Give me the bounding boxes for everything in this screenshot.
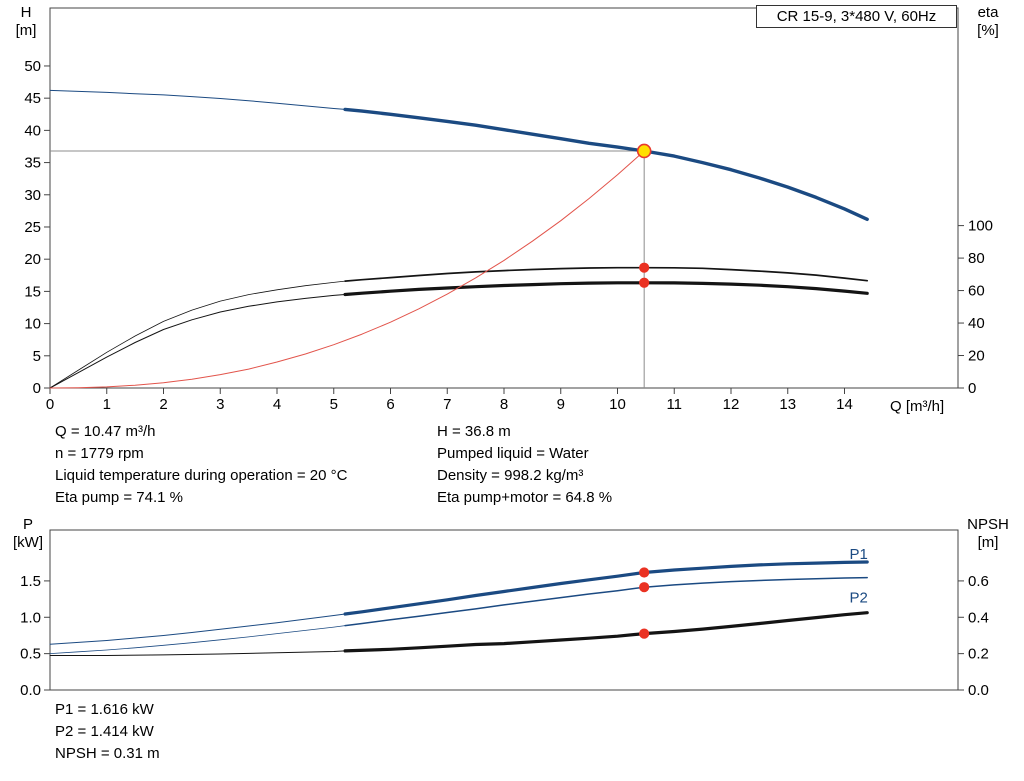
x-tick-label: 4 (273, 396, 281, 413)
eta-axis-title: eta [%] (966, 4, 1010, 40)
y-right-tick-label: 0.0 (968, 682, 989, 699)
x-tick-label: 6 (386, 396, 394, 413)
head-axis-title: H [m] (8, 4, 44, 40)
p1-marker (639, 567, 650, 578)
npsh-curve-lead (49, 650, 346, 656)
eta-pump-curve (344, 266, 869, 282)
x-tick-label: 5 (330, 396, 338, 413)
npsh-axis-title: NPSH [m] (960, 516, 1016, 552)
y-left-tick-label: 0 (33, 380, 41, 397)
y-right-tick-label: 80 (968, 250, 985, 267)
y-left-tick-label: 5 (33, 348, 41, 365)
p2-curve (344, 576, 868, 627)
plot-border (49, 529, 959, 691)
result-liquid-temperature: Liquid temperature during operation = 20… (55, 467, 348, 484)
eta-pump-marker (639, 262, 650, 273)
x-tick-label: 0 (46, 396, 54, 413)
head-axis-unit: [m] (15, 22, 37, 39)
x-tick-label: 12 (723, 396, 740, 413)
y-right-tick-label: 0 (968, 380, 976, 397)
y-left-tick-label: 50 (24, 58, 41, 75)
x-axis-title: Q [m³/h] (890, 398, 945, 415)
eta-axis-unit: [%] (977, 22, 999, 39)
result-eta-pump: Eta pump = 74.1 % (55, 489, 183, 506)
x-tick-label: 11 (666, 396, 682, 413)
npsh-axis-symbol: NPSH (967, 516, 1009, 533)
y-left-tick-label: 1.0 (20, 609, 41, 626)
eta-pump-motor-curve (343, 281, 869, 297)
x-tick-label: 1 (103, 396, 111, 413)
series-label-p1: P1 (850, 546, 868, 563)
duty-results-col1: Q = 10.47 m³/h n = 1779 rpm Liquid tempe… (55, 421, 347, 509)
result-p1: P1 = 1.616 kW (55, 701, 154, 718)
y-left-tick-label: 15 (24, 283, 41, 300)
y-left-tick-label: 0.5 (20, 646, 41, 663)
power-results: P1 = 1.616 kW P2 = 1.414 kW NPSH = 0.31 … (55, 699, 160, 765)
p2-marker (639, 582, 650, 593)
result-npsh: NPSH = 0.31 m (55, 745, 160, 762)
npsh-axis-unit: [m] (977, 534, 999, 551)
y-left-tick-label: 10 (24, 316, 41, 333)
y-left-tick-label: 20 (24, 251, 41, 268)
power-axis-unit: [kW] (13, 534, 43, 551)
y-left-tick-label: 45 (24, 90, 41, 107)
y-left-tick-label: 30 (24, 187, 41, 204)
result-density: Density = 998.2 kg/m³ (437, 467, 584, 484)
eta-pump-motor-marker (639, 277, 650, 288)
head-curve (343, 107, 869, 222)
y-right-tick-label: 60 (968, 283, 985, 300)
npsh-curve (343, 611, 869, 653)
x-tick-label: 3 (216, 396, 224, 413)
y-left-tick-label: 25 (24, 219, 41, 236)
y-right-tick-label: 20 (968, 348, 985, 365)
duty-results-col2: H = 36.8 m Pumped liquid = Water Density… (437, 421, 612, 509)
x-tick-label: 14 (836, 396, 853, 413)
result-pumped-liquid: Pumped liquid = Water (437, 445, 589, 462)
p1-curve-lead (49, 613, 346, 645)
eta-axis-symbol: eta (977, 4, 999, 21)
y-right-tick-label: 40 (968, 315, 985, 332)
npsh-marker (639, 628, 650, 639)
x-tick-label: 2 (159, 396, 167, 413)
y-right-tick-label: 100 (968, 218, 993, 235)
x-tick-label: 7 (443, 396, 451, 413)
eta-pump-curve-lead (49, 280, 346, 389)
series-label-p2: P2 (850, 590, 868, 607)
y-right-tick-label: 0.2 (968, 646, 989, 663)
x-tick-label: 13 (779, 396, 796, 413)
result-q: Q = 10.47 m³/h (55, 423, 156, 440)
p1-curve (343, 560, 869, 616)
result-h: H = 36.8 m (437, 423, 511, 440)
y-right-tick-label: 0.6 (968, 573, 989, 590)
system-curve-lead (49, 150, 645, 389)
y-left-tick-label: 40 (24, 122, 41, 139)
p2-curve-lead (49, 625, 346, 654)
head-curve-lead (49, 89, 346, 110)
y-right-tick-label: 0.4 (968, 609, 989, 626)
eta-pump-motor-curve-lead (49, 294, 346, 389)
pump-model-box: CR 15-9, 3*480 V, 60Hz (756, 5, 957, 28)
x-tick-label: 10 (609, 396, 626, 413)
head-axis-symbol: H (20, 4, 32, 21)
result-eta-pump-motor: Eta pump+motor = 64.8 % (437, 489, 613, 506)
result-p2: P2 = 1.414 kW (55, 723, 154, 740)
y-left-tick-label: 1.5 (20, 573, 41, 590)
y-left-tick-label: 35 (24, 155, 41, 172)
power-axis-title: P [kW] (8, 516, 48, 552)
x-tick-label: 8 (500, 396, 508, 413)
duty-point-marker (636, 143, 652, 159)
power-axis-symbol: P (22, 516, 33, 533)
y-left-tick-label: 0.0 (20, 682, 41, 699)
result-n: n = 1779 rpm (55, 445, 144, 462)
x-tick-label: 9 (557, 396, 565, 413)
